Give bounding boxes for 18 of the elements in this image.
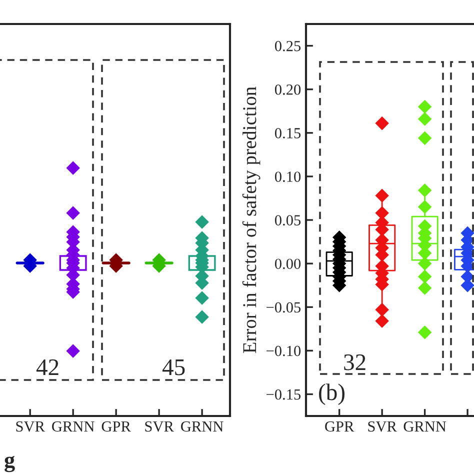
x-tick-label: SVR xyxy=(368,421,397,432)
x-tick-label: GPR xyxy=(325,421,354,432)
y-tick-label: 0.25 xyxy=(274,40,301,52)
y-tick-label: 0.00 xyxy=(274,258,301,270)
text: 45 xyxy=(162,359,185,376)
y-tick-label: −0.05 xyxy=(266,302,301,313)
y-tick-label: −0.10 xyxy=(266,346,301,356)
x-tick-label: GRNN xyxy=(404,421,446,432)
annotation: (b) xyxy=(319,384,344,406)
annotation: 32 xyxy=(344,354,366,370)
text: 42 xyxy=(36,359,58,375)
y-tick-label: −0.15 xyxy=(266,389,301,400)
y-tick-label: 0.20 xyxy=(274,84,301,95)
y-axis-title: Error in factor of safety prediction xyxy=(242,86,260,354)
text: g xyxy=(4,456,15,472)
y-tick-label: 0.10 xyxy=(274,172,301,182)
y-tick-label: 0.05 xyxy=(274,215,301,226)
y-tick-label: 0.15 xyxy=(274,128,301,138)
